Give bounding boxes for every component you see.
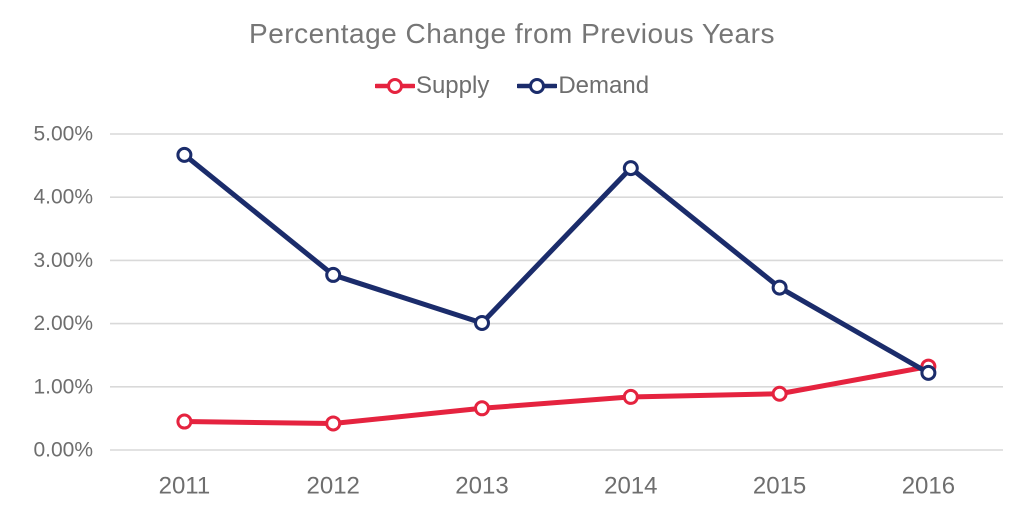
y-tick-label-3.00%: 3.00% (33, 249, 93, 272)
supply-marker-2015 (771, 385, 788, 402)
supply-marker-2012 (325, 415, 342, 432)
legend-item-supply: Supply (374, 72, 490, 100)
demand-legend-marker-icon (517, 78, 558, 94)
demand-legend-circle (529, 78, 546, 94)
supply-legend-marker-icon (374, 78, 415, 94)
legend-label-demand: Demand (558, 72, 650, 99)
y-tick-label-2.00%: 2.00% (33, 312, 93, 335)
supply-legend-circle (386, 78, 403, 94)
supply-marker-2013 (474, 400, 490, 417)
supply-marker-2014 (622, 388, 639, 405)
chart-title: Percentage Change from Previous Years (249, 18, 775, 49)
x-tick-label-2014: 2014 (604, 473, 657, 500)
x-tick-label-2011: 2011 (159, 473, 211, 500)
supply-marker-2011 (176, 413, 193, 430)
supply-line (181, 364, 931, 426)
legend-label-supply: Supply (415, 72, 490, 99)
demand-marker-2014 (622, 160, 639, 177)
legend: Supply Demand (0, 72, 1024, 100)
x-tick-label-2013: 2013 (455, 473, 508, 500)
x-tick-label-2015: 2015 (753, 473, 806, 500)
y-tick-label-0.00%: 0.00% (33, 439, 93, 462)
x-tick-label-2012: 2012 (307, 473, 360, 500)
demand-line (181, 152, 931, 376)
demand-marker-2011 (176, 146, 193, 163)
y-tick-label-1.00%: 1.00% (33, 375, 93, 398)
y-tick-label-4.00%: 4.00% (33, 186, 93, 209)
legend-item-demand: Demand (517, 72, 649, 100)
x-tick-label-2016: 2016 (902, 473, 955, 500)
demand-marker-2015 (771, 279, 788, 296)
demand-marker-2016 (920, 364, 937, 381)
demand-marker-2013 (474, 314, 490, 331)
y-tick-label-5.00%: 5.00% (33, 123, 93, 146)
demand-marker-2012 (325, 266, 342, 283)
